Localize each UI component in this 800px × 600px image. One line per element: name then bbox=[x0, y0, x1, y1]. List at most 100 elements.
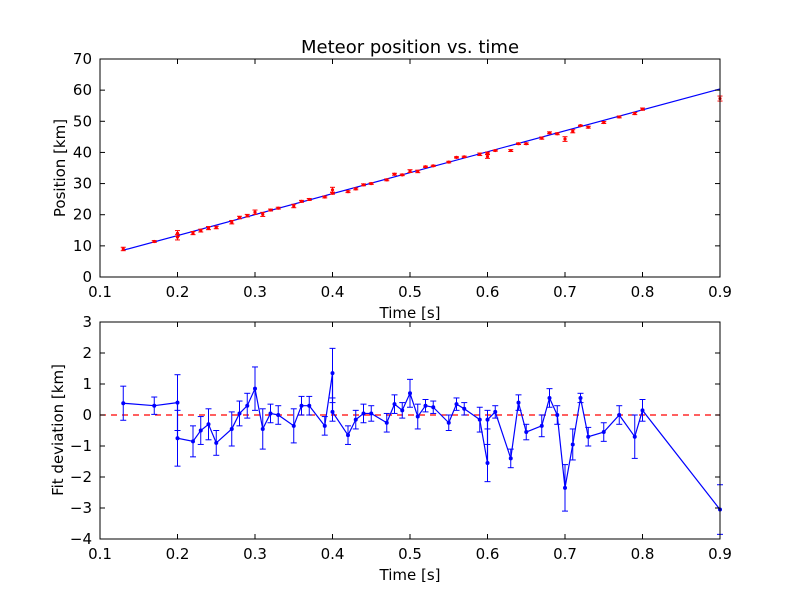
point-marker bbox=[230, 220, 234, 224]
point-marker bbox=[199, 228, 203, 233]
y-tick-label: 50 bbox=[73, 112, 92, 130]
point-marker bbox=[509, 148, 513, 153]
point-marker bbox=[400, 408, 405, 413]
point-marker bbox=[446, 420, 451, 425]
data-point bbox=[361, 183, 366, 187]
point-marker bbox=[268, 411, 273, 416]
data-point bbox=[516, 142, 521, 146]
data-point bbox=[329, 347, 336, 399]
data-point bbox=[523, 142, 529, 146]
point-marker bbox=[276, 413, 281, 417]
point-marker bbox=[121, 247, 125, 251]
point-marker bbox=[191, 439, 195, 444]
data-point bbox=[306, 395, 313, 416]
point-marker bbox=[431, 164, 435, 168]
y-tick-label: 20 bbox=[73, 206, 92, 224]
data-point bbox=[275, 405, 282, 425]
x-tick-label: 0.8 bbox=[631, 545, 655, 563]
point-marker bbox=[400, 173, 404, 177]
point-marker bbox=[493, 148, 497, 153]
point-marker bbox=[485, 154, 490, 159]
data-point bbox=[267, 403, 274, 424]
point-marker bbox=[261, 212, 265, 217]
data-point bbox=[578, 124, 583, 128]
data-point bbox=[631, 414, 638, 459]
data-point bbox=[546, 388, 553, 408]
point-marker bbox=[447, 160, 451, 164]
data-point bbox=[392, 172, 397, 176]
point-marker bbox=[408, 169, 412, 173]
data-point bbox=[120, 385, 127, 421]
data-point bbox=[601, 120, 607, 125]
data-point bbox=[383, 412, 390, 433]
point-marker bbox=[540, 136, 544, 140]
data-point bbox=[399, 173, 405, 177]
point-marker bbox=[431, 405, 436, 410]
point-marker bbox=[206, 422, 211, 427]
point-marker bbox=[330, 188, 335, 192]
y-tick-label: 0 bbox=[82, 268, 92, 286]
x-tick-label: 0.7 bbox=[553, 283, 577, 301]
data-point bbox=[252, 366, 258, 411]
x-tick-label: 0.2 bbox=[166, 545, 190, 563]
data-point bbox=[345, 190, 351, 194]
point-marker bbox=[323, 195, 327, 199]
point-marker bbox=[346, 190, 350, 194]
data-point bbox=[306, 197, 312, 202]
data-point bbox=[275, 206, 281, 210]
point-marker bbox=[416, 169, 420, 174]
data-point bbox=[639, 399, 646, 422]
data-point bbox=[175, 233, 180, 241]
y-tick-label: 60 bbox=[73, 81, 92, 99]
data-point bbox=[330, 191, 335, 195]
data-point bbox=[570, 129, 576, 134]
x-tick-label: 0.3 bbox=[243, 283, 267, 301]
data-point bbox=[422, 399, 429, 413]
point-marker bbox=[206, 226, 211, 230]
data-point bbox=[384, 178, 390, 182]
point-marker bbox=[633, 111, 637, 116]
data-point bbox=[260, 211, 266, 217]
point-marker bbox=[299, 403, 304, 408]
point-marker bbox=[454, 155, 459, 160]
data-point bbox=[213, 225, 219, 230]
point-marker bbox=[563, 137, 567, 141]
point-marker bbox=[121, 401, 126, 406]
data-point bbox=[407, 169, 413, 174]
point-marker bbox=[175, 235, 180, 239]
y-tick-label: 30 bbox=[73, 175, 92, 193]
x-tick-label: 0.5 bbox=[398, 283, 422, 301]
x-axis-label: Time [s] bbox=[379, 304, 441, 322]
point-marker bbox=[307, 403, 312, 408]
point-marker bbox=[245, 403, 250, 408]
y-tick-label: 40 bbox=[73, 143, 92, 161]
data-point bbox=[321, 416, 328, 436]
point-marker bbox=[578, 124, 583, 128]
data-point bbox=[453, 397, 460, 411]
data-point bbox=[368, 181, 374, 186]
point-marker bbox=[462, 406, 467, 411]
x-tick-label: 0.5 bbox=[398, 545, 422, 563]
point-marker bbox=[330, 409, 335, 414]
point-marker bbox=[276, 206, 280, 210]
data-point bbox=[569, 428, 576, 461]
point-marker bbox=[369, 411, 374, 416]
x-tick-label: 0.7 bbox=[553, 545, 577, 563]
point-marker bbox=[423, 403, 428, 408]
data-point bbox=[352, 409, 359, 430]
data-point bbox=[484, 409, 491, 430]
chart-title: Meteor position vs. time bbox=[301, 37, 519, 58]
y-tick-label: 10 bbox=[73, 237, 92, 255]
data-point bbox=[547, 131, 552, 135]
point-marker bbox=[214, 225, 218, 230]
point-marker bbox=[384, 420, 389, 425]
data-point bbox=[477, 152, 483, 157]
position-chart: Meteor position vs. time 0.1 0.2 0.3 0.4 0.5… bbox=[51, 37, 732, 322]
point-marker bbox=[524, 430, 529, 435]
data-point bbox=[562, 464, 568, 512]
point-marker bbox=[485, 417, 490, 422]
data-point bbox=[268, 208, 273, 212]
point-marker bbox=[214, 440, 219, 445]
data-point bbox=[423, 165, 428, 169]
